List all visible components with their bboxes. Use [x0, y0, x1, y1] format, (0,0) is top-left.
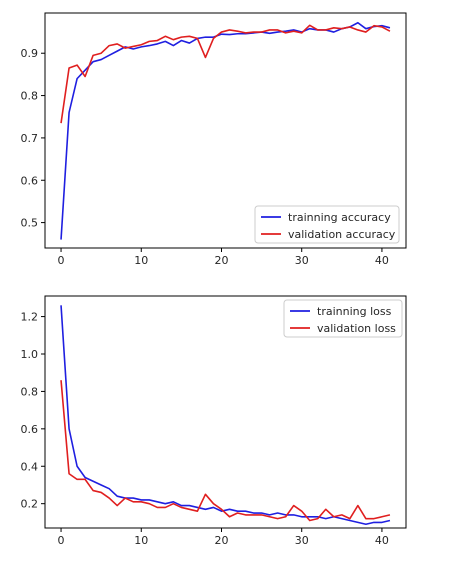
loss-x-tick-label: 40	[375, 534, 389, 547]
accuracy-series-line-1	[60, 24, 391, 124]
loss-legend: trainning loss validation loss	[283, 299, 403, 338]
loss-axes-frame	[44, 295, 407, 529]
loss-y-tick-label: 0.8	[21, 385, 39, 398]
loss-y-tick-label: 0.2	[21, 498, 39, 511]
accuracy-y-tick-label: 0.7	[21, 132, 39, 145]
accuracy-legend-label-0: trainning accuracy	[288, 211, 391, 224]
accuracy-legend-box	[254, 205, 400, 244]
loss-legend-label-0: trainning loss	[317, 305, 392, 318]
loss-legend-box	[283, 299, 403, 338]
loss-x-tick-label: 30	[295, 534, 309, 547]
accuracy-legend-label-1: validation accuracy	[288, 228, 396, 241]
accuracy-axes-frame	[44, 12, 407, 249]
loss-series-line-0	[60, 305, 391, 526]
loss-x-tick-label: 20	[214, 534, 228, 547]
accuracy-chart: 0 10 20 30 40 0.5 0.6 0.7 0.8 0.9 trainning accura…	[21, 12, 407, 267]
accuracy-y-tick-label: 0.6	[21, 174, 39, 187]
loss-legend-label-1: validation loss	[317, 322, 396, 335]
accuracy-x-tick-label: 30	[295, 254, 309, 267]
accuracy-x-tick-label: 10	[134, 254, 148, 267]
loss-y-tick-label: 0.4	[21, 460, 39, 473]
loss-series-line-1	[60, 380, 391, 522]
loss-y-tick-label: 1.0	[21, 348, 39, 361]
accuracy-series-line-0	[60, 21, 391, 240]
accuracy-y-tick-label: 0.9	[21, 47, 39, 60]
loss-chart: 0 10 20 30 40 0.2 0.4 0.6 0.8 1.0 1.2 trainning los…	[21, 295, 407, 547]
loss-y-tick-label: 1.2	[21, 311, 39, 324]
accuracy-y-tick-label: 0.8	[21, 90, 39, 103]
accuracy-y-tick-label: 0.5	[21, 217, 39, 230]
accuracy-x-tick-label: 0	[58, 254, 65, 267]
accuracy-legend: trainning accuracy validation accuracy	[254, 205, 400, 244]
accuracy-x-tick-label: 20	[214, 254, 228, 267]
loss-x-tick-label: 0	[58, 534, 65, 547]
loss-y-tick-label: 0.6	[21, 423, 39, 436]
accuracy-x-tick-label: 40	[375, 254, 389, 267]
loss-x-tick-label: 10	[134, 534, 148, 547]
